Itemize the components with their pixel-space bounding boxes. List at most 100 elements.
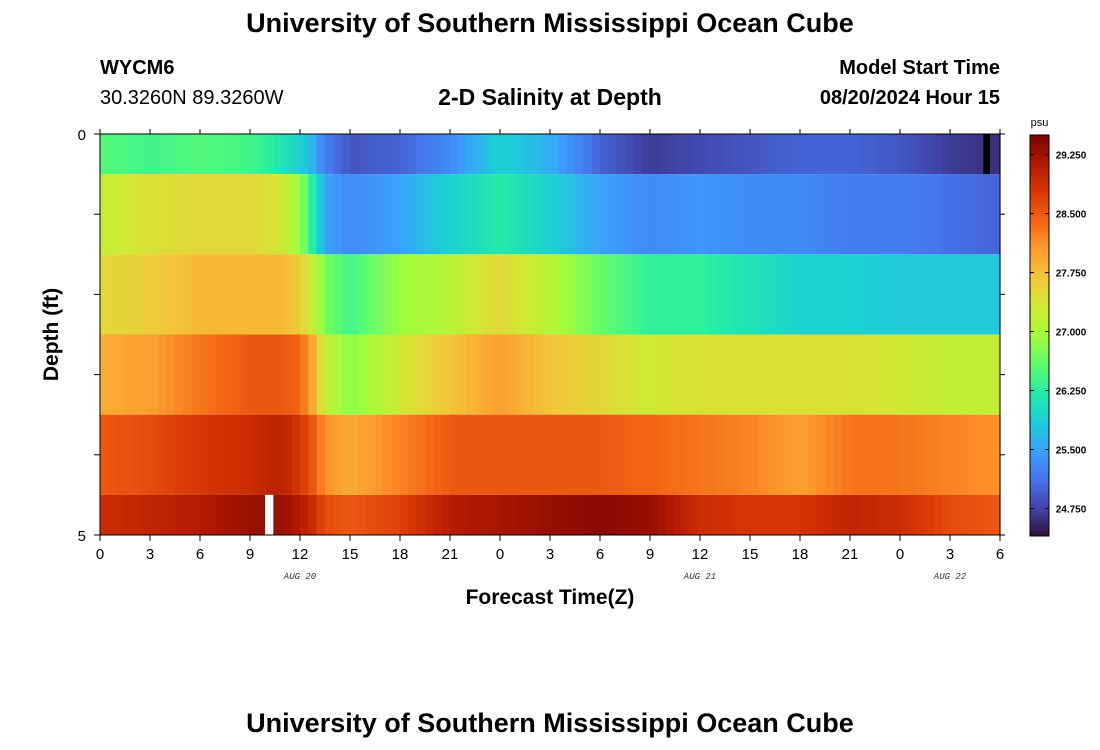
heatmap-cell bbox=[450, 254, 459, 335]
heatmap-cell bbox=[758, 414, 768, 495]
heatmap-cell bbox=[566, 254, 576, 335]
heatmap-cell bbox=[225, 174, 234, 255]
heatmap-cell bbox=[750, 494, 759, 535]
heatmap-cell bbox=[708, 134, 718, 175]
heatmap-cell bbox=[366, 494, 376, 535]
heatmap-cell bbox=[450, 494, 459, 535]
heatmap-cell bbox=[350, 494, 359, 535]
heatmap-cell bbox=[841, 254, 851, 335]
heatmap-cell bbox=[925, 174, 934, 255]
heatmap-cell bbox=[725, 494, 734, 535]
heatmap-cell bbox=[241, 414, 251, 495]
heatmap-cell bbox=[416, 174, 426, 255]
heatmap-cell bbox=[333, 134, 343, 175]
heatmap-cell bbox=[566, 414, 576, 495]
heatmap-cell bbox=[875, 414, 884, 495]
heatmap-cell bbox=[941, 254, 951, 335]
heatmap-cell bbox=[608, 134, 618, 175]
heatmap-cell bbox=[875, 134, 884, 175]
heatmap-cell bbox=[758, 174, 768, 255]
heatmap-cell bbox=[616, 414, 626, 495]
heatmap-cell bbox=[850, 134, 859, 175]
main-title: University of Southern Mississippi Ocean… bbox=[246, 8, 854, 38]
heatmap-cell bbox=[408, 174, 418, 255]
heatmap-cell bbox=[891, 494, 901, 535]
heatmap-cell bbox=[450, 334, 459, 415]
heatmap-cell bbox=[900, 494, 909, 535]
date-label: AUG 22 bbox=[933, 572, 967, 582]
heatmap-cell bbox=[241, 174, 251, 255]
heatmap-cell bbox=[341, 254, 351, 335]
heatmap-cell bbox=[983, 254, 993, 335]
heatmap-cell bbox=[333, 174, 343, 255]
footer-title: University of Southern Mississippi Ocean… bbox=[246, 708, 854, 738]
heatmap-cell bbox=[275, 134, 284, 175]
heatmap-cell bbox=[733, 414, 743, 495]
heatmap-cell bbox=[633, 134, 643, 175]
heatmap-cell bbox=[366, 254, 376, 335]
heatmap-cell bbox=[941, 494, 951, 535]
heatmap-cell bbox=[650, 334, 659, 415]
heatmap-cell bbox=[233, 254, 243, 335]
heatmap-cell bbox=[233, 174, 243, 255]
heatmap-cell bbox=[691, 174, 701, 255]
heatmap-cell bbox=[516, 334, 526, 415]
heatmap-cell bbox=[858, 494, 868, 535]
heatmap-cell bbox=[566, 334, 576, 415]
colorbar-tick-label: 24.750 bbox=[1056, 504, 1087, 515]
heatmap-cell bbox=[858, 414, 868, 495]
heatmap-cell bbox=[841, 334, 851, 415]
heatmap-cell bbox=[558, 254, 568, 335]
heatmap-cell bbox=[375, 414, 384, 495]
heatmap-cell bbox=[458, 414, 468, 495]
date-label: AUG 20 bbox=[283, 572, 317, 582]
heatmap-cell bbox=[133, 174, 143, 255]
heatmap-cell bbox=[941, 414, 951, 495]
heatmap-cell bbox=[466, 494, 476, 535]
heatmap-cell bbox=[166, 414, 176, 495]
heatmap-cell bbox=[158, 174, 168, 255]
heatmap-cell bbox=[383, 414, 393, 495]
heatmap-cell bbox=[191, 174, 201, 255]
heatmap-cell bbox=[466, 254, 476, 335]
heatmap-cell bbox=[291, 134, 301, 175]
heatmap-cell bbox=[550, 334, 559, 415]
heatmap-cell bbox=[166, 494, 176, 535]
colorbar-tick-label: 29.250 bbox=[1056, 151, 1087, 162]
heatmap-cell bbox=[583, 414, 593, 495]
heatmap-cell bbox=[716, 414, 726, 495]
heatmap-cell bbox=[216, 174, 226, 255]
heatmap-cell bbox=[833, 334, 843, 415]
heatmap-cell bbox=[775, 134, 784, 175]
heatmap-cell bbox=[425, 174, 434, 255]
heatmap-cell bbox=[866, 494, 876, 535]
heatmap-cell bbox=[683, 254, 693, 335]
heatmap-cell bbox=[666, 494, 676, 535]
heatmap-cell bbox=[391, 334, 401, 415]
heatmap-cell bbox=[883, 134, 893, 175]
heatmap-cell bbox=[208, 414, 218, 495]
heatmap-cell bbox=[491, 174, 501, 255]
heatmap-cell bbox=[258, 134, 268, 175]
heatmap-cell bbox=[333, 494, 343, 535]
colorbar-tick-label: 27.000 bbox=[1056, 328, 1087, 339]
heatmap-cell bbox=[675, 414, 684, 495]
heatmap-cell bbox=[950, 334, 959, 415]
heatmap-cell bbox=[566, 494, 576, 535]
heatmap-cell bbox=[200, 134, 209, 175]
heatmap-cell bbox=[316, 254, 326, 335]
heatmap-cell bbox=[900, 254, 909, 335]
heatmap-cell bbox=[883, 494, 893, 535]
heatmap-cell bbox=[750, 174, 759, 255]
heatmap-cell bbox=[575, 414, 584, 495]
heatmap-cell bbox=[591, 414, 601, 495]
heatmap-cell bbox=[258, 254, 268, 335]
heatmap-cell bbox=[708, 414, 718, 495]
heatmap-cell bbox=[116, 134, 126, 175]
heatmap-cell bbox=[766, 494, 776, 535]
heatmap-cell bbox=[550, 134, 559, 175]
heatmap-cell bbox=[125, 334, 134, 415]
heatmap-cell bbox=[791, 334, 801, 415]
heatmap-cell bbox=[183, 414, 193, 495]
heatmap-cell bbox=[225, 414, 234, 495]
